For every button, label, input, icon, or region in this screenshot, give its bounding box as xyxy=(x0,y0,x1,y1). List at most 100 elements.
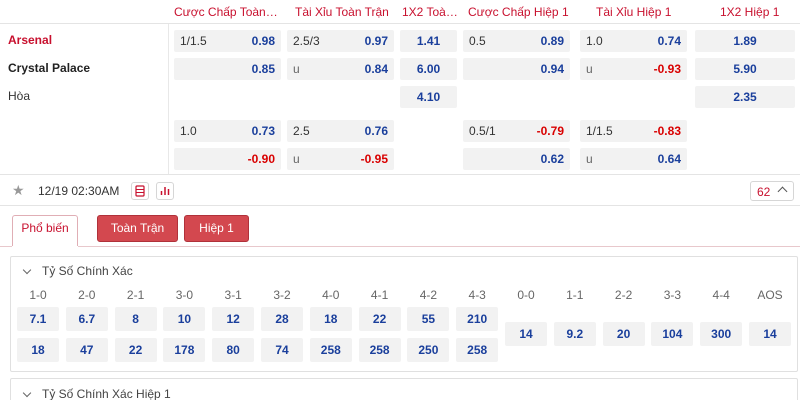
score-odd-cell[interactable]: 80 xyxy=(212,338,255,362)
header-ou-full: Tài Xỉu Toàn Trận xyxy=(295,5,389,19)
tab-full-match[interactable]: Toàn Trận xyxy=(97,215,178,242)
odds-cell-ou1-over[interactable]: 1.0 0.74 xyxy=(580,30,687,52)
odds-cell-ou1-alt-under[interactable]: u 0.64 xyxy=(580,148,687,170)
chevron-up-icon xyxy=(777,186,788,197)
chart-icon[interactable] xyxy=(156,182,174,200)
header-ah-h1: Cược Chấp Hiệp 1 xyxy=(468,5,569,19)
odd-value: 0.98 xyxy=(251,34,275,48)
score-odd-cell[interactable]: 8 xyxy=(114,307,157,331)
odds-cell-1x2-h1-away[interactable]: 5.90 xyxy=(695,58,795,80)
match-time: 12/19 02:30AM xyxy=(38,184,120,198)
score-odd-cell[interactable]: 6.7 xyxy=(65,307,108,331)
score-odd-cell[interactable]: 28 xyxy=(261,307,303,331)
score-odd-cell[interactable]: 258 xyxy=(456,338,499,362)
header-1x2-h1: 1X2 Hiệp 1 xyxy=(720,5,780,19)
under-label: u xyxy=(586,152,593,166)
odd-value: 6.00 xyxy=(416,62,441,76)
odds-cell-ah-alt-away[interactable]: -0.90 xyxy=(174,148,281,170)
odds-cell-1x2-h1-draw[interactable]: 2.35 xyxy=(695,86,795,108)
score-odd-cell[interactable]: 258 xyxy=(358,338,401,362)
home-team[interactable]: Arsenal xyxy=(8,33,53,47)
odd-value: 0.84 xyxy=(364,62,388,76)
odds-cell-ah1-home[interactable]: 0.5 0.89 xyxy=(463,30,570,52)
score-label: AOS xyxy=(757,288,783,302)
under-label: u xyxy=(586,62,593,76)
odds-cell-ou-alt-over[interactable]: 2.5 0.76 xyxy=(287,120,394,142)
score-odd-cell[interactable]: 74 xyxy=(261,338,303,362)
odd-value: 0.97 xyxy=(364,34,388,48)
odds-cell-ou1-under[interactable]: u -0.93 xyxy=(580,58,687,80)
score-odd-cell[interactable]: 210 xyxy=(456,307,499,331)
score-label: 2-2 xyxy=(614,288,633,302)
total-line: 1/1.5 xyxy=(586,124,613,138)
tab-popular[interactable]: Phổ biến xyxy=(12,215,78,247)
score-odd-cell[interactable]: 14 xyxy=(505,322,547,346)
tab-underline xyxy=(0,246,800,247)
handicap-line: 0.5 xyxy=(469,34,486,48)
score-odd-cell[interactable]: 18 xyxy=(17,338,59,362)
header-1x2-full: 1X2 Toà… xyxy=(402,5,458,19)
more-bets-button[interactable]: 62 xyxy=(750,181,794,201)
odds-cell-ou-alt-under[interactable]: u -0.95 xyxy=(287,148,394,170)
score-odd-cell[interactable]: 12 xyxy=(212,307,255,331)
odds-cell-ou-over[interactable]: 2.5/3 0.97 xyxy=(287,30,394,52)
odds-cell-1x2-home[interactable]: 1.41 xyxy=(400,30,457,52)
odd-value: 5.90 xyxy=(733,62,757,76)
correct-score-h1-section xyxy=(10,378,798,400)
more-bets-count: 62 xyxy=(757,185,771,199)
tab-first-half[interactable]: Hiệp 1 xyxy=(184,215,249,242)
odd-value: 0.64 xyxy=(657,152,681,166)
header-ah-full: Cược Chấp Toàn… xyxy=(174,5,278,19)
header-ou-h1: Tài Xỉu Hiệp 1 xyxy=(596,5,672,19)
odds-cell-ah1-away[interactable]: 0.94 xyxy=(463,58,570,80)
score-label: 3-3 xyxy=(663,288,682,302)
score-odd-cell[interactable]: 7.1 xyxy=(17,307,59,331)
score-label: 4-2 xyxy=(419,288,438,302)
odd-value: 0.62 xyxy=(540,152,564,166)
score-odd-cell[interactable]: 250 xyxy=(407,338,450,362)
score-odd-cell[interactable]: 14 xyxy=(749,322,791,346)
score-odd-cell[interactable]: 258 xyxy=(309,338,352,362)
odds-cell-ah-away[interactable]: 0.85 xyxy=(174,58,281,80)
score-odd-cell[interactable]: 55 xyxy=(407,307,450,331)
odds-cell-ou-under[interactable]: u 0.84 xyxy=(287,58,394,80)
odd-value: -0.79 xyxy=(536,124,564,138)
stats-icon[interactable] xyxy=(131,182,149,200)
score-odd-cell[interactable]: 178 xyxy=(163,338,206,362)
score-label: 0-0 xyxy=(517,288,535,302)
odd-value: 1.89 xyxy=(733,34,757,48)
score-label: 4-4 xyxy=(712,288,730,302)
odds-cell-ah1-alt-away[interactable]: 0.62 xyxy=(463,148,570,170)
odds-cell-1x2-h1-home[interactable]: 1.89 xyxy=(695,30,795,52)
score-odd-cell[interactable]: 104 xyxy=(651,322,694,346)
total-line: 2.5 xyxy=(293,124,310,138)
correct-score-header[interactable]: Tỷ Số Chính Xác xyxy=(22,264,133,278)
odds-cell-1x2-away[interactable]: 6.00 xyxy=(400,58,457,80)
star-icon[interactable]: ★ xyxy=(12,182,25,198)
odd-value: 0.76 xyxy=(364,124,388,138)
score-odd-cell[interactable]: 18 xyxy=(309,307,352,331)
score-odd-cell[interactable]: 10 xyxy=(163,307,206,331)
odds-cell-1x2-draw[interactable]: 4.10 xyxy=(400,86,457,108)
total-line: 2.5/3 xyxy=(293,34,320,48)
score-label: 1-1 xyxy=(566,288,584,302)
score-odd-cell[interactable]: 47 xyxy=(65,338,108,362)
away-team[interactable]: Crystal Palace xyxy=(8,61,91,75)
odds-cell-ou1-alt-over[interactable]: 1/1.5 -0.83 xyxy=(580,120,687,142)
odd-value: 0.73 xyxy=(251,124,275,138)
score-odd-cell[interactable]: 22 xyxy=(358,307,401,331)
score-label: 3-0 xyxy=(175,288,194,302)
total-line: 1.0 xyxy=(586,34,603,48)
odds-cell-ah-alt-home[interactable]: 1.0 0.73 xyxy=(174,120,281,142)
odds-cell-ah-home[interactable]: 1/1.5 0.98 xyxy=(174,30,281,52)
score-odd-cell[interactable]: 20 xyxy=(602,322,645,346)
correct-score-h1-header[interactable]: Tỷ Số Chính Xác Hiệp 1 xyxy=(22,387,171,400)
score-odd-cell[interactable]: 9.2 xyxy=(553,322,596,346)
score-label: 4-0 xyxy=(322,288,340,302)
score-label: 4-1 xyxy=(370,288,389,302)
score-odd-cell[interactable]: 300 xyxy=(700,322,743,346)
score-odd-cell[interactable]: 22 xyxy=(114,338,157,362)
odd-value: 1.41 xyxy=(416,34,441,48)
odds-cell-ah1-alt-home[interactable]: 0.5/1 -0.79 xyxy=(463,120,570,142)
match-info-bar: ★ 12/19 02:30AM 62 xyxy=(0,174,800,206)
